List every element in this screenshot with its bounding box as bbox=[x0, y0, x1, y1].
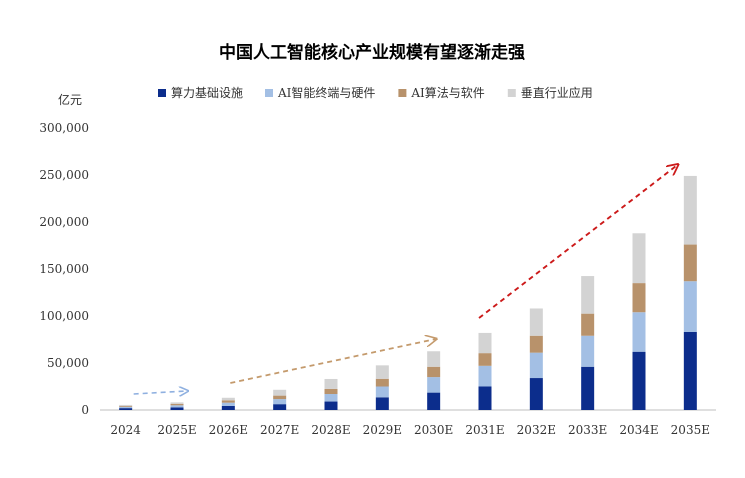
bar-segment bbox=[529, 308, 543, 336]
bar-segment bbox=[683, 281, 697, 332]
bar-segment bbox=[529, 335, 543, 353]
bar-segment bbox=[427, 366, 441, 378]
bar-segment bbox=[119, 408, 133, 410]
bar-segment bbox=[427, 351, 441, 367]
bar-segment bbox=[683, 331, 697, 410]
x-tick-label: 2024 bbox=[110, 423, 141, 437]
bar-segment bbox=[221, 397, 235, 401]
bar-segment bbox=[529, 378, 543, 410]
bar-segment bbox=[324, 388, 338, 395]
bar-segment bbox=[427, 392, 441, 410]
x-tick-label: 2027E bbox=[260, 423, 299, 437]
bar-segment bbox=[478, 332, 492, 354]
legend-label: 算力基础设施 bbox=[171, 85, 243, 100]
bars bbox=[119, 175, 697, 410]
chart-title: 中国人工智能核心产业规模有望逐渐走强 bbox=[219, 42, 525, 63]
y-tick-label: 100,000 bbox=[39, 309, 89, 323]
bar-segment bbox=[273, 395, 287, 400]
bar-segment bbox=[581, 335, 595, 367]
bar-segment bbox=[427, 377, 441, 393]
x-tick-label: 2033E bbox=[568, 423, 607, 437]
bar-segment bbox=[632, 351, 646, 410]
bar-segment bbox=[375, 365, 389, 379]
legend-swatch bbox=[265, 89, 273, 97]
legend-swatch bbox=[507, 89, 516, 97]
bar-segment bbox=[581, 366, 595, 410]
trend-arrow bbox=[478, 165, 677, 319]
bar-segment bbox=[632, 233, 646, 284]
trend-arrow bbox=[230, 339, 435, 384]
bar-segment bbox=[478, 386, 492, 410]
x-axis: 2024 2025E 2026E 2027E 2028E 2029E 2030E 2031E 2… bbox=[110, 423, 710, 437]
bar-segment bbox=[375, 386, 389, 398]
x-tick-label: 2030E bbox=[414, 423, 453, 437]
x-tick-label: 2031E bbox=[465, 423, 504, 437]
y-tick-label: 0 bbox=[81, 403, 89, 417]
bar-segment bbox=[119, 404, 133, 406]
bar-segment bbox=[170, 403, 184, 406]
bar-segment bbox=[170, 407, 184, 410]
y-tick-label: 200,000 bbox=[39, 215, 89, 229]
bar-segment bbox=[119, 405, 133, 407]
bar-segment bbox=[119, 406, 133, 409]
bar-segment bbox=[529, 352, 543, 379]
x-tick-label: 2026E bbox=[209, 423, 248, 437]
bar-segment bbox=[632, 312, 646, 352]
y-tick-label: 150,000 bbox=[39, 262, 89, 276]
bar-segment bbox=[581, 276, 595, 314]
x-tick-label: 2032E bbox=[517, 423, 556, 437]
bar-segment bbox=[632, 283, 646, 313]
bar-segment bbox=[375, 378, 389, 387]
legend-swatch bbox=[158, 89, 166, 97]
bar-segment bbox=[324, 401, 338, 410]
bar-segment bbox=[273, 399, 287, 405]
bar-segment bbox=[478, 365, 492, 387]
bar-segment bbox=[221, 402, 235, 406]
x-tick-label: 2035E bbox=[671, 423, 710, 437]
y-tick-label: 300,000 bbox=[39, 121, 89, 135]
x-tick-label: 2025E bbox=[157, 423, 196, 437]
bar-segment bbox=[273, 389, 287, 396]
trend-arrow bbox=[133, 391, 187, 394]
y-tick-label: 50,000 bbox=[47, 356, 89, 370]
legend-label: AI算法与软件 bbox=[410, 85, 484, 100]
bar-segment bbox=[273, 404, 287, 410]
bar-segment bbox=[324, 378, 338, 389]
legend: 算力基础设施 AI智能终端与硬件 AI算法与软件 垂直行业应用 bbox=[158, 85, 593, 100]
y-axis: 0 50,000 100,000 150,000 200,000 250,000 300,0… bbox=[39, 121, 89, 417]
trend-arrows bbox=[133, 165, 678, 394]
x-tick-label: 2028E bbox=[311, 423, 350, 437]
bar-segment bbox=[683, 244, 697, 282]
bar-segment bbox=[170, 405, 184, 408]
x-tick-label: 2034E bbox=[619, 423, 658, 437]
bar-segment bbox=[375, 397, 389, 410]
bar-segment bbox=[683, 175, 697, 245]
bar-segment bbox=[221, 405, 235, 410]
legend-label: 垂直行业应用 bbox=[521, 85, 593, 100]
bar-segment bbox=[581, 313, 595, 336]
bar-segment bbox=[170, 402, 184, 404]
y-tick-label: 250,000 bbox=[39, 168, 89, 182]
legend-label: AI智能终端与硬件 bbox=[277, 85, 375, 100]
bar-segment bbox=[478, 353, 492, 366]
legend-swatch bbox=[398, 89, 407, 97]
bar-segment bbox=[324, 394, 338, 402]
x-tick-label: 2029E bbox=[363, 423, 402, 437]
bar-segment bbox=[221, 400, 235, 403]
y-axis-label: 亿元 bbox=[58, 92, 82, 107]
